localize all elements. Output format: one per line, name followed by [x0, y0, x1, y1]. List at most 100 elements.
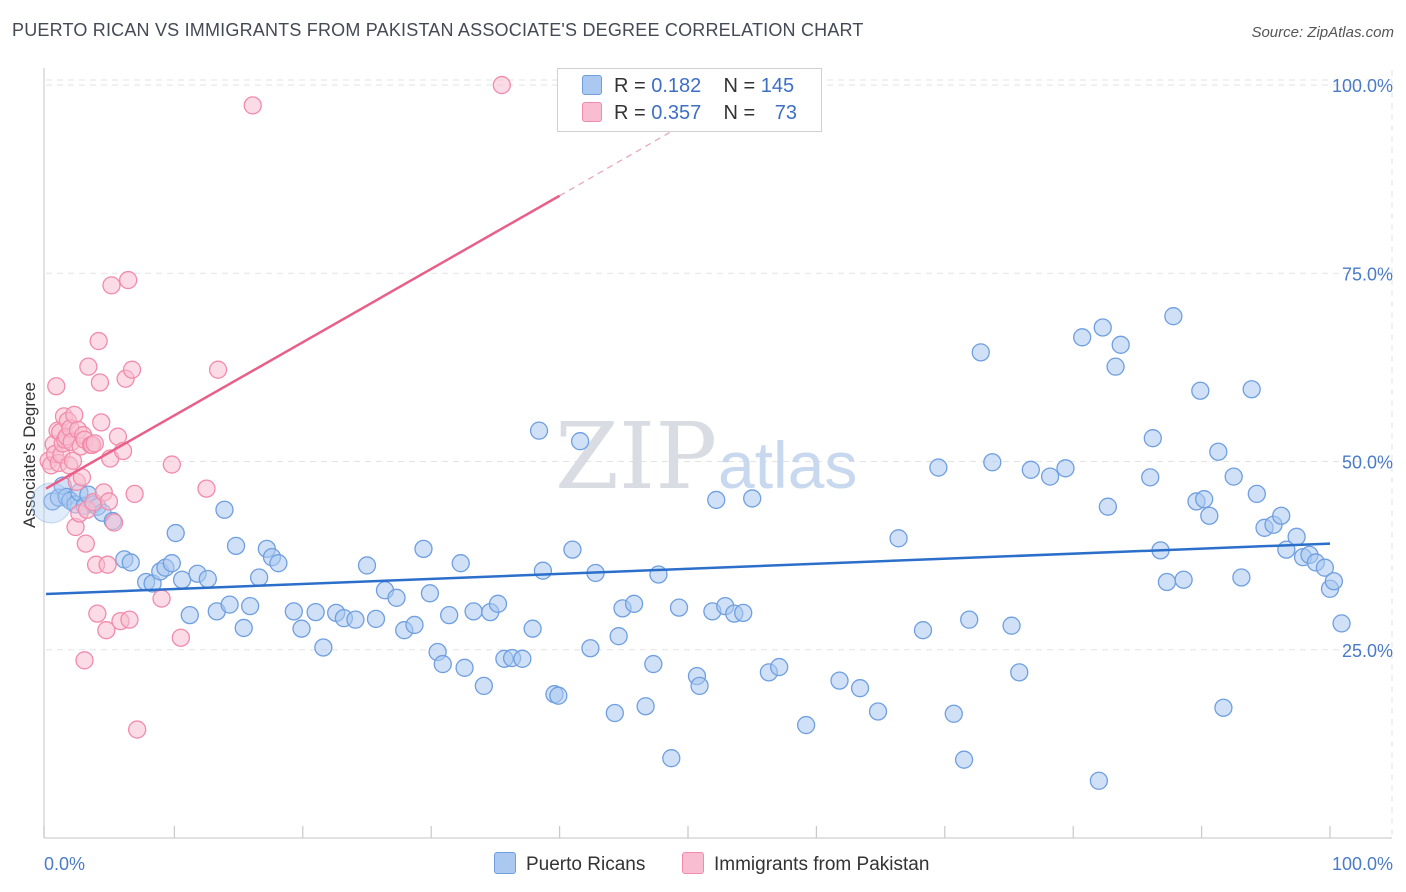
point-puerto-rican: [868, 702, 888, 721]
trend-lines: [45, 121, 1331, 596]
stats-legend: R = 0.182 N = 145 R = 0.357 N = 73: [557, 68, 822, 132]
point-puerto-rican: [464, 602, 483, 621]
x-tick-label: 0.0%: [44, 854, 85, 874]
point-puerto-rican: [433, 654, 452, 674]
point-puerto-rican: [1209, 442, 1228, 461]
x-tick-label: 100.0%: [1332, 854, 1393, 874]
point-puerto-rican: [1214, 698, 1233, 717]
r-value: 0.357: [651, 102, 702, 124]
point-pakistan: [90, 373, 110, 392]
point-pakistan: [97, 621, 116, 640]
point-puerto-rican: [1157, 572, 1177, 592]
legend-swatch-blue: [582, 75, 602, 95]
point-puerto-rican: [488, 594, 508, 613]
point-puerto-rican: [1224, 467, 1243, 486]
point-puerto-rican: [440, 605, 459, 625]
legend-item-puerto-ricans[interactable]: Puerto Ricans: [494, 852, 645, 876]
point-puerto-rican: [796, 715, 816, 735]
n-label: N =: [723, 75, 756, 97]
point-pakistan: [98, 555, 117, 574]
point-puerto-rican: [162, 554, 181, 573]
r-label: R =: [614, 75, 646, 97]
point-pakistan: [243, 96, 262, 115]
point-puerto-rican: [451, 554, 470, 573]
legend-item-pakistan[interactable]: Immigrants from Pakistan: [682, 852, 929, 876]
point-puerto-rican: [1106, 357, 1125, 376]
point-pakistan: [152, 589, 171, 608]
point-puerto-rican: [1164, 307, 1183, 326]
watermark-zip: ZIP: [555, 403, 717, 510]
point-puerto-rican: [1073, 328, 1092, 347]
point-puerto-rican: [1098, 497, 1118, 516]
legend-swatch-pink: [682, 852, 704, 874]
point-pakistan: [125, 484, 144, 504]
point-pakistan: [85, 434, 104, 453]
y-tick-label: 75.0%: [1342, 264, 1393, 284]
point-puerto-rican: [405, 615, 424, 635]
trend-line-puerto-ricans: [45, 542, 1331, 596]
point-pakistan: [162, 455, 181, 474]
point-puerto-rican: [1143, 429, 1162, 448]
r-value: 0.182: [651, 75, 702, 97]
point-puerto-rican: [913, 621, 933, 640]
trend-line-pakistan-extension: [559, 121, 689, 197]
point-pakistan: [102, 276, 121, 295]
legend-label: Immigrants from Pakistan: [714, 854, 930, 875]
point-puerto-rican: [269, 554, 288, 573]
legend-row-pakistan: R = 0.357 N = 73: [582, 102, 797, 125]
point-puerto-rican: [249, 568, 269, 587]
point-puerto-rican: [1040, 467, 1060, 486]
point-puerto-rican: [1002, 616, 1021, 635]
point-puerto-rican: [1141, 468, 1160, 487]
point-pakistan: [65, 405, 84, 424]
point-pakistan: [120, 610, 139, 629]
point-puerto-rican: [1056, 459, 1075, 478]
legend-label: Puerto Ricans: [526, 854, 646, 875]
point-puerto-rican: [366, 609, 386, 629]
point-puerto-rican: [241, 596, 260, 616]
point-puerto-rican: [563, 540, 582, 559]
point-puerto-rican: [707, 490, 726, 510]
point-puerto-rican: [644, 654, 663, 674]
point-pakistan: [171, 628, 190, 647]
point-puerto-rican: [734, 603, 753, 623]
point-puerto-rican: [983, 453, 1002, 472]
point-puerto-rican: [180, 605, 199, 625]
point-cluster: [30, 482, 72, 524]
n-value: 73: [774, 102, 798, 124]
y-tick-label: 50.0%: [1342, 453, 1393, 473]
point-puerto-rican: [306, 602, 325, 622]
point-puerto-rican: [690, 676, 709, 696]
point-pakistan: [122, 360, 142, 379]
n-label: N =: [723, 102, 756, 124]
point-pakistan: [88, 604, 107, 623]
point-puerto-rican: [1093, 318, 1112, 337]
point-puerto-rican: [549, 686, 568, 705]
point-puerto-rican: [1200, 506, 1219, 525]
point-puerto-rican: [314, 638, 333, 657]
point-pakistan: [492, 75, 511, 95]
y-tick-label: 100.0%: [1332, 76, 1393, 96]
point-puerto-rican: [220, 595, 239, 614]
point-puerto-rican: [609, 627, 628, 646]
point-pakistan: [119, 270, 138, 290]
series-immigrants-from-pakistan: [39, 75, 511, 739]
point-puerto-rican: [971, 343, 990, 362]
series-puerto-ricans: [30, 307, 1351, 790]
point-puerto-rican: [669, 598, 689, 617]
point-pakistan: [63, 451, 83, 470]
point-puerto-rican: [166, 523, 185, 543]
point-puerto-rican: [523, 619, 542, 638]
legend-swatch-pink: [582, 102, 602, 122]
point-puerto-rican: [121, 553, 140, 572]
point-puerto-rican: [284, 602, 303, 621]
point-puerto-rican: [357, 556, 377, 575]
point-puerto-rican: [743, 489, 762, 508]
tick-labels: 25.0% 50.0% 75.0% 100.0% 0.0% 100.0%: [44, 76, 1393, 874]
point-puerto-rican: [387, 588, 406, 607]
y-tick-label: 25.0%: [1342, 641, 1393, 661]
point-puerto-rican: [513, 649, 532, 668]
point-puerto-rican: [1247, 484, 1266, 504]
point-pakistan: [79, 357, 98, 376]
